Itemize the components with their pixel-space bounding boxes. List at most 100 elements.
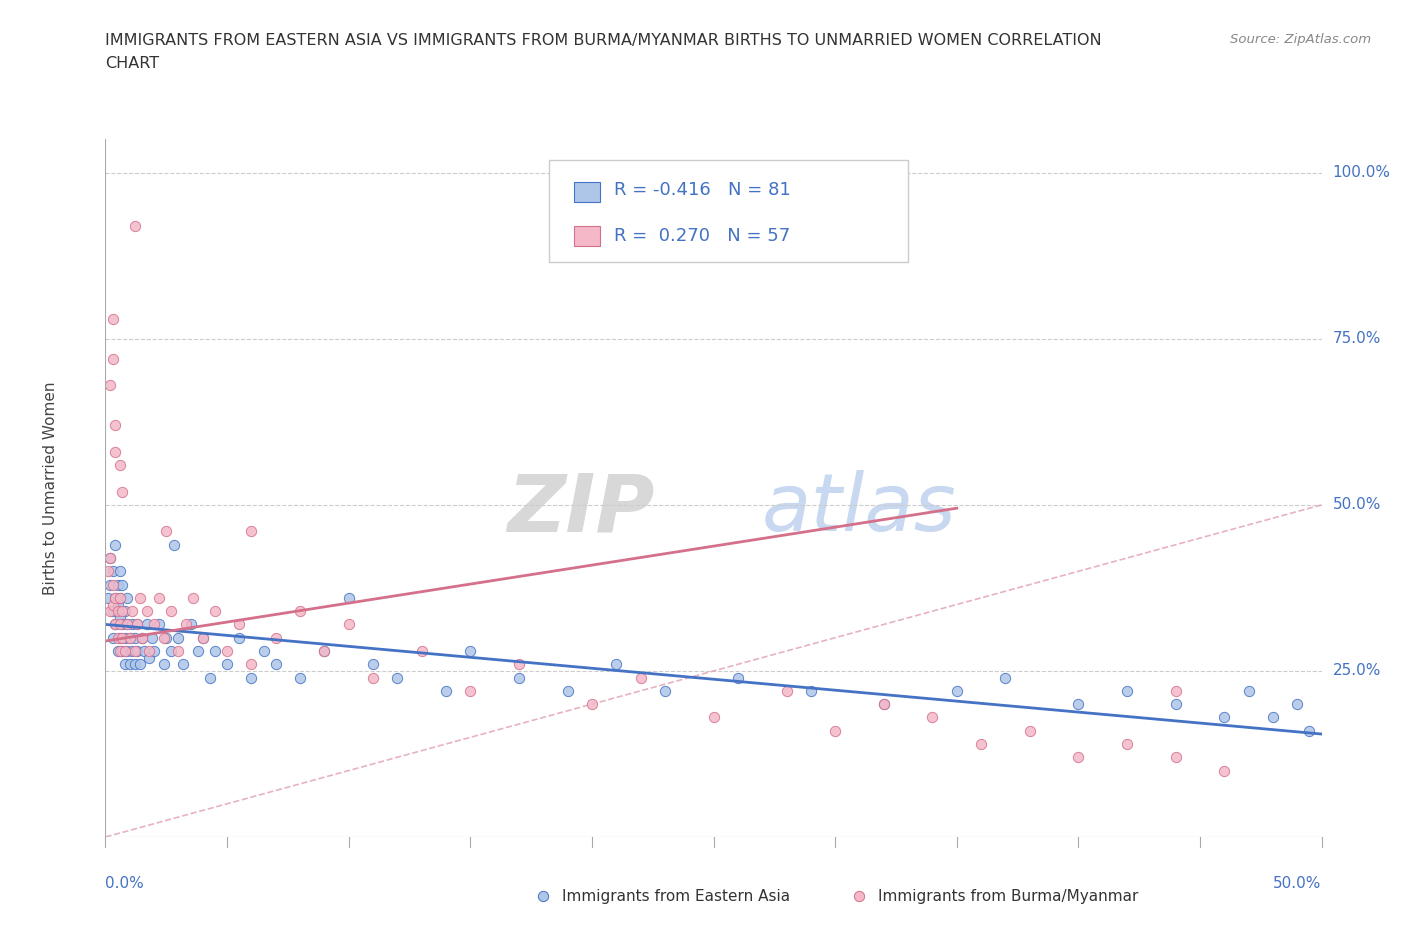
Point <box>198 671 221 685</box>
Point <box>1018 724 1040 738</box>
Point <box>111 644 134 658</box>
Point <box>148 591 170 605</box>
Point <box>970 737 993 751</box>
Point <box>1286 697 1309 711</box>
Point <box>108 458 131 472</box>
Point <box>124 631 146 645</box>
Point <box>180 617 202 631</box>
Point <box>98 378 121 392</box>
Point <box>153 631 176 645</box>
Point <box>98 578 121 592</box>
Point <box>162 538 184 552</box>
Point <box>775 684 797 698</box>
Point <box>107 604 129 618</box>
Point <box>155 524 177 538</box>
Text: CHART: CHART <box>105 56 159 71</box>
Point <box>111 485 134 499</box>
Point <box>98 604 121 618</box>
Point <box>111 604 134 618</box>
Point <box>337 591 360 605</box>
Point <box>945 684 967 698</box>
Point <box>108 564 131 578</box>
Point <box>800 684 823 698</box>
Point <box>114 644 136 658</box>
Point <box>1298 724 1320 738</box>
Point <box>970 886 993 901</box>
Point <box>107 597 129 612</box>
Point <box>654 684 676 698</box>
Point <box>994 671 1017 685</box>
Text: Immigrants from Burma/Myanmar: Immigrants from Burma/Myanmar <box>877 889 1137 904</box>
Point <box>217 644 239 658</box>
Point <box>1116 737 1139 751</box>
Point <box>387 671 409 685</box>
Point <box>117 617 139 631</box>
Point <box>101 631 124 645</box>
Point <box>191 631 214 645</box>
Point <box>141 631 163 645</box>
Point <box>111 631 134 645</box>
Point <box>167 644 190 658</box>
Bar <box>574 226 600 246</box>
Point <box>1213 764 1236 778</box>
Point <box>121 644 143 658</box>
Point <box>101 578 124 592</box>
Point <box>174 617 197 631</box>
Point <box>264 657 287 671</box>
Point <box>117 617 139 631</box>
Point <box>118 657 141 671</box>
Point <box>314 644 336 658</box>
Point <box>143 617 166 631</box>
Point <box>108 617 131 631</box>
Point <box>107 644 129 658</box>
Point <box>97 591 120 605</box>
Point <box>101 597 124 612</box>
Point <box>508 657 530 671</box>
Point <box>434 684 457 698</box>
Point <box>104 538 127 552</box>
Point <box>114 657 136 671</box>
Point <box>160 604 183 618</box>
Point <box>557 684 579 698</box>
Point <box>135 604 157 618</box>
Point <box>108 610 131 625</box>
Point <box>1067 697 1090 711</box>
Point <box>97 564 120 578</box>
Point <box>125 617 148 631</box>
Point <box>337 617 360 631</box>
Point <box>1164 697 1187 711</box>
Point <box>107 631 129 645</box>
Point <box>104 617 127 631</box>
Point <box>101 564 124 578</box>
Point <box>104 591 127 605</box>
Point <box>118 631 141 645</box>
Point <box>124 219 146 233</box>
Text: 75.0%: 75.0% <box>1333 331 1381 346</box>
Point <box>252 644 274 658</box>
Point <box>1164 750 1187 764</box>
Point <box>181 591 204 605</box>
Text: 50.0%: 50.0% <box>1274 876 1322 891</box>
Point <box>104 591 127 605</box>
Point <box>172 657 194 671</box>
Point <box>155 631 177 645</box>
Point <box>240 671 263 685</box>
Point <box>108 591 131 605</box>
Point <box>104 418 127 432</box>
Point <box>458 684 481 698</box>
Point <box>124 644 146 658</box>
Text: 100.0%: 100.0% <box>1333 166 1391 180</box>
Point <box>288 604 311 618</box>
Point <box>873 697 896 711</box>
Point <box>824 724 846 738</box>
Point <box>727 671 749 685</box>
Point <box>240 657 263 671</box>
Point <box>121 604 143 618</box>
Point <box>204 644 226 658</box>
Point <box>411 644 433 658</box>
Point <box>361 671 384 685</box>
Point <box>264 631 287 645</box>
Point <box>128 657 150 671</box>
Point <box>134 644 156 658</box>
Text: 0.0%: 0.0% <box>105 876 145 891</box>
